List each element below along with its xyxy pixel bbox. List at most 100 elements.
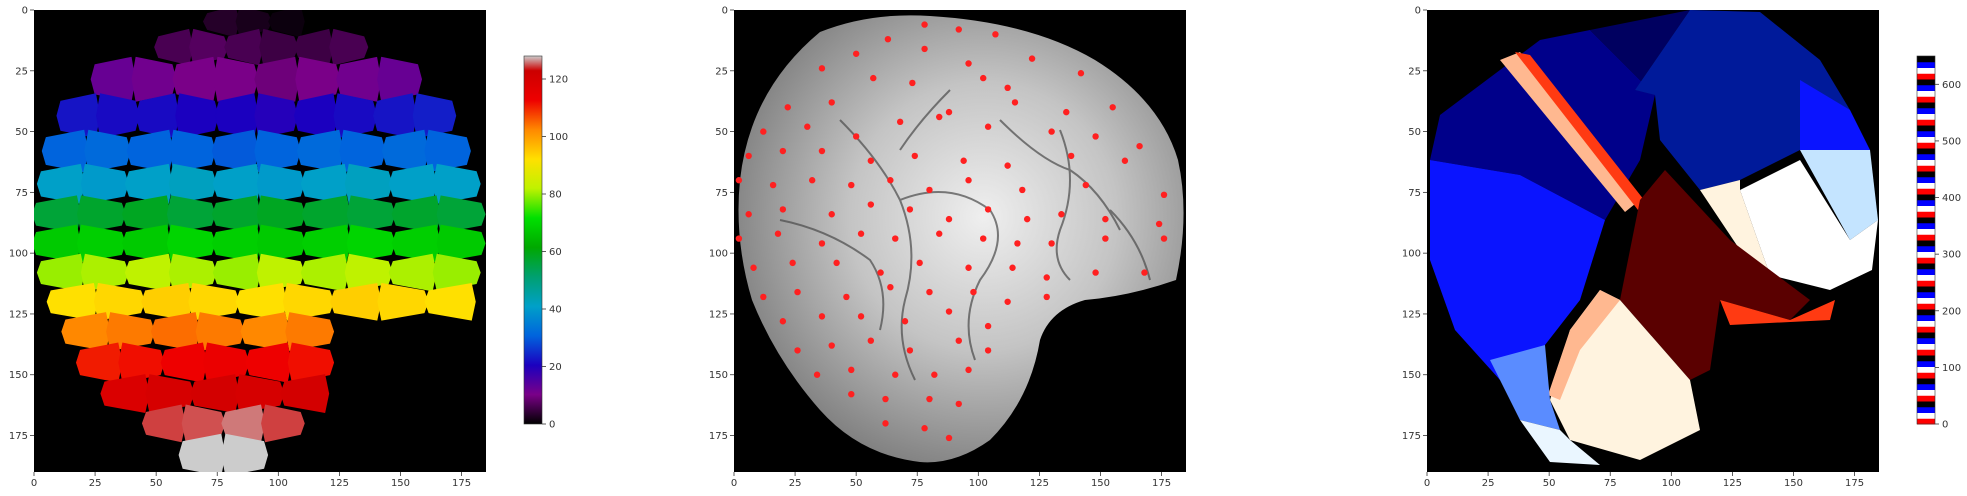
- region-pale-bottom: [1520, 420, 1600, 465]
- seed-point: [828, 342, 835, 349]
- colorbar3-stripe: [1917, 314, 1935, 321]
- seed-point: [1092, 269, 1099, 276]
- panel1-ytick-label: 150: [9, 370, 28, 381]
- seed-point: [887, 177, 894, 184]
- seed-point: [794, 288, 801, 296]
- seed-point: [877, 269, 884, 276]
- panel3-ytick-label: 150: [1402, 370, 1421, 381]
- seed-point: [1160, 235, 1168, 242]
- parcel-cell: [254, 129, 301, 173]
- panel3-ytick-label: 75: [1408, 188, 1421, 199]
- seed-point: [984, 322, 992, 330]
- colorbar3-stripe: [1917, 171, 1935, 178]
- seed-point: [813, 371, 821, 378]
- colorbar3-stripe: [1917, 395, 1935, 402]
- panel2-ytick-label: 75: [715, 188, 728, 199]
- seed-point: [779, 206, 787, 213]
- seed-point: [945, 108, 953, 116]
- panel2-xtick-label: 50: [850, 478, 863, 489]
- colorbar3-stripe: [1917, 401, 1935, 408]
- seed-point: [921, 425, 928, 432]
- colorbar3-stripe: [1917, 343, 1935, 350]
- colorbar1-tick-label: 60: [549, 247, 562, 258]
- region-blue-left: [1430, 160, 1605, 380]
- parcel-cell: [118, 342, 165, 383]
- seed-point: [882, 420, 889, 427]
- seed-point: [745, 152, 752, 160]
- panel3-axes: 0 25 50 75 100 125 150 175 0 25 50 75 100 125 150 175: [1402, 6, 1864, 490]
- panel1-xtick-label: 175: [452, 478, 471, 489]
- colorbar3-stripe: [1917, 291, 1935, 298]
- panel2-ytick-label: 100: [709, 249, 728, 260]
- parcel-cell: [90, 56, 136, 102]
- seed-point: [931, 371, 938, 378]
- seed-point: [1092, 133, 1099, 140]
- seed-point: [760, 128, 767, 135]
- seed-point: [1067, 152, 1075, 160]
- parcel-cell: [221, 433, 269, 472]
- colorbar3-stripe: [1917, 326, 1935, 333]
- panel3-ytick-label: 50: [1408, 127, 1421, 138]
- colorbar3-tick-label: 100: [1942, 363, 1961, 374]
- parcel-cell: [76, 195, 126, 234]
- region-blue-top: [1635, 10, 1850, 190]
- seed-point: [984, 347, 992, 354]
- region-red-stripe: [1515, 52, 1648, 210]
- seed-point: [1102, 235, 1109, 242]
- parcel-cell: [141, 404, 186, 443]
- parcel-cell: [261, 404, 305, 443]
- seed-point: [1058, 211, 1065, 218]
- seed-point: [852, 133, 860, 140]
- parcellation-panel: [34, 10, 486, 472]
- seed-point: [1009, 264, 1016, 271]
- colorbar3-stripe: [1917, 199, 1935, 206]
- seed-point: [926, 186, 933, 194]
- seed-point: [945, 434, 953, 442]
- region-cream-upper: [1700, 180, 1770, 275]
- colorbar3-stripe: [1917, 125, 1935, 132]
- colorbar3-stripe: [1917, 153, 1935, 160]
- colorbar1-tick-label: 20: [549, 362, 562, 373]
- seed-point: [1141, 269, 1148, 276]
- seed-point: [1043, 293, 1050, 301]
- colorbar3-stripe: [1917, 286, 1935, 293]
- seed-point: [857, 230, 865, 237]
- region-blue-right: [1800, 80, 1870, 160]
- parcel-cell: [189, 28, 229, 66]
- seed-point: [906, 206, 914, 213]
- panel1-xtick-label: 50: [150, 478, 163, 489]
- colorbar3-stripe: [1917, 406, 1935, 413]
- parcel-cell: [287, 342, 335, 383]
- region-orange-lower: [1548, 290, 1620, 400]
- parcel-cell: [424, 282, 476, 321]
- colorbar1-ticks: 0 20 40 60 80 100 120: [542, 75, 568, 431]
- seed-point: [867, 337, 875, 344]
- parcel-cell: [346, 224, 396, 263]
- seed-point: [745, 211, 752, 218]
- panel2-xtick-label: 0: [731, 478, 737, 489]
- parcel-cell: [100, 374, 150, 414]
- parcel-cell: [436, 224, 486, 263]
- parcel-cell: [424, 129, 471, 173]
- seed-point: [828, 99, 835, 106]
- parcel-cell: [432, 163, 481, 204]
- colorbar3-stripe: [1917, 383, 1935, 390]
- panel3-xtick-label: 125: [1723, 478, 1742, 489]
- seed-point: [906, 347, 914, 354]
- panel1-xtick-label: 75: [211, 478, 224, 489]
- seed-point: [1011, 99, 1019, 106]
- colorbar1-tick-label: 100: [549, 132, 568, 143]
- panel1-xtick-label: 125: [330, 478, 349, 489]
- parcel-cell: [169, 129, 216, 173]
- seed-point: [774, 230, 782, 237]
- colorbar3-stripe: [1917, 217, 1935, 224]
- parcel-cell: [295, 56, 341, 102]
- seed-point: [936, 230, 943, 237]
- seed-point: [1109, 104, 1116, 111]
- seed-point: [984, 123, 992, 130]
- seed-point: [960, 157, 967, 164]
- parcel-cell: [93, 282, 146, 321]
- seed-points-panel: [734, 10, 1186, 472]
- colorbar3-tick-label: 0: [1942, 420, 1948, 431]
- parcel-cell: [373, 93, 417, 139]
